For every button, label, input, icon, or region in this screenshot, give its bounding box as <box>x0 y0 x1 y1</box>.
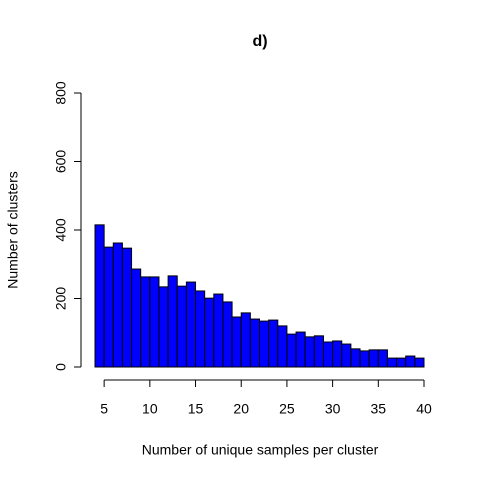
x-tick-label: 40 <box>416 401 432 417</box>
bar <box>259 320 270 368</box>
bar <box>213 293 224 368</box>
bar <box>222 301 233 368</box>
x-tick-label: 10 <box>142 401 158 417</box>
bar <box>396 357 407 368</box>
bar <box>277 325 288 368</box>
y-tick-label: 200 <box>53 287 69 311</box>
bar <box>131 268 142 368</box>
bar <box>414 357 425 368</box>
bar <box>204 297 215 368</box>
bar <box>231 316 242 368</box>
bar <box>149 276 160 368</box>
bar <box>386 357 398 368</box>
y-tick-label: 600 <box>53 150 69 174</box>
bar <box>350 348 361 368</box>
bar <box>240 312 251 368</box>
bar <box>268 319 279 368</box>
x-axis-label: Number of unique samples per cluster <box>142 442 379 458</box>
bar <box>405 355 416 368</box>
bar <box>322 341 334 368</box>
x-tick-label: 20 <box>233 401 249 417</box>
bar <box>304 336 315 368</box>
x-tick-label: 15 <box>188 401 204 417</box>
bar <box>167 275 178 368</box>
bar <box>112 242 123 368</box>
bar <box>359 350 370 368</box>
bar <box>158 286 169 368</box>
bar <box>313 335 324 368</box>
bar <box>249 318 261 368</box>
x-tick-label: 25 <box>279 401 295 417</box>
bar <box>332 340 343 368</box>
bar <box>185 281 197 368</box>
chart-title: d) <box>252 33 267 50</box>
bar <box>341 343 352 368</box>
bar <box>286 333 297 368</box>
y-tick-label: 400 <box>53 218 69 242</box>
y-axis-label: Number of clusters <box>5 171 21 288</box>
bar <box>176 285 187 368</box>
bar <box>140 276 151 368</box>
bar <box>94 224 105 368</box>
bar <box>103 246 114 368</box>
x-tick-label: 5 <box>100 401 108 417</box>
y-tick-label: 0 <box>53 363 69 371</box>
x-tick-label: 35 <box>371 401 387 417</box>
bar <box>377 349 388 368</box>
bar <box>195 290 206 368</box>
y-tick-label: 800 <box>53 81 69 105</box>
x-tick-label: 30 <box>325 401 341 417</box>
bar <box>368 349 379 368</box>
bar <box>121 247 133 368</box>
bar <box>295 331 306 368</box>
